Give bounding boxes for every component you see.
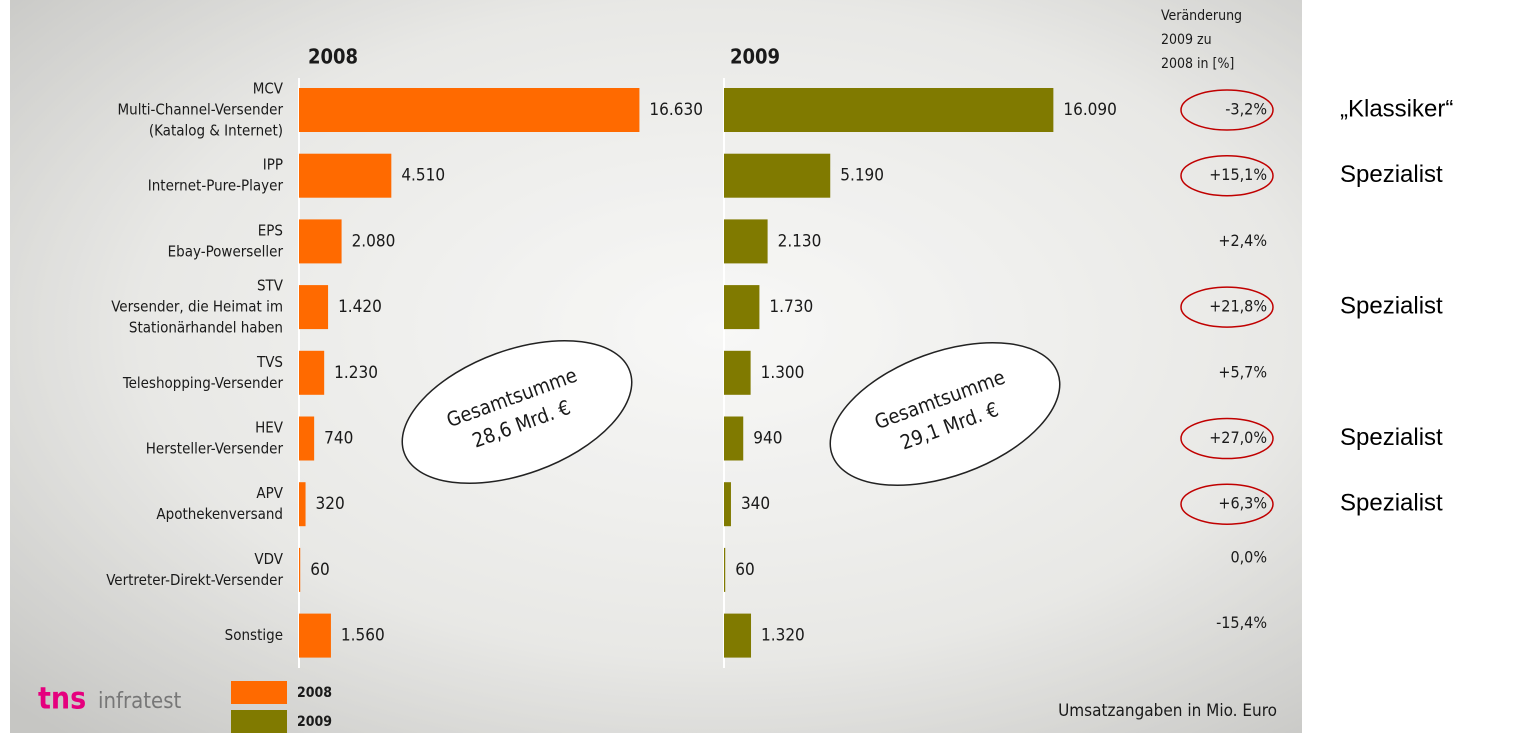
annotation: Spezialist — [1340, 292, 1443, 319]
value-label: 60 — [735, 560, 754, 580]
category-description: Multi-Channel-Versender — [118, 101, 284, 119]
annotation: Spezialist — [1340, 490, 1443, 517]
change-title: Veränderung — [1161, 8, 1242, 24]
legend-label: 2008 — [297, 685, 332, 701]
value-label: 1.300 — [761, 363, 805, 383]
annotation: Spezialist — [1340, 161, 1443, 188]
category-description: Ebay-Powerseller — [168, 242, 284, 260]
category-label: IPP — [263, 156, 283, 174]
change-label: -3,2% — [1225, 100, 1267, 119]
highlight-ellipse — [1180, 417, 1274, 460]
value-label: 60 — [310, 560, 329, 580]
bar — [299, 88, 640, 132]
bar — [299, 613, 331, 658]
change-label: +6,3% — [1218, 494, 1267, 513]
value-label: 5.190 — [840, 166, 884, 186]
value-label: 1.420 — [338, 297, 382, 317]
panel-title: 2009 — [730, 45, 780, 69]
legend-label: 2009 — [297, 714, 332, 730]
value-label: 1.320 — [761, 626, 805, 646]
logo: infratest — [98, 689, 182, 714]
panel-title: 2008 — [308, 45, 358, 69]
highlight-ellipse — [1180, 483, 1274, 525]
bar — [299, 547, 301, 592]
legend-swatch — [231, 710, 287, 733]
value-label: 1.730 — [769, 297, 813, 317]
background — [10, 0, 1302, 733]
value-label: 4.510 — [401, 166, 445, 186]
bar — [724, 350, 751, 395]
change-title: 2009 zu — [1161, 32, 1212, 48]
source-note: Umsatzangaben in Mio. Euro — [1058, 701, 1277, 721]
bar — [724, 547, 726, 592]
highlight-ellipse — [1180, 286, 1274, 328]
bar — [724, 482, 731, 527]
value-label: 940 — [753, 429, 782, 449]
category-description: Teleshopping-Versender — [122, 374, 284, 392]
change-label: +27,0% — [1209, 428, 1267, 447]
category-description: Hersteller-Versender — [146, 440, 284, 458]
category-label: VDV — [254, 550, 283, 568]
change-label: -15,4% — [1216, 613, 1267, 632]
value-label: 16.090 — [1063, 100, 1117, 120]
bar — [724, 153, 831, 198]
category-label: HEV — [255, 419, 284, 437]
total-ellipse — [401, 339, 633, 485]
category-label: APV — [256, 484, 283, 502]
category-label: MCV — [253, 80, 284, 98]
category-description: Apothekenversand — [156, 505, 283, 523]
change-label: +5,7% — [1218, 362, 1267, 381]
category-description: Stationärhandel haben — [129, 319, 283, 337]
change-label: +15,1% — [1209, 165, 1267, 184]
bar — [299, 482, 306, 527]
category-label: EPS — [258, 221, 283, 239]
category-description: (Katalog & Internet) — [149, 122, 283, 140]
change-label: 0,0% — [1230, 547, 1267, 566]
logo: tns — [38, 682, 86, 717]
background-veil — [10, 0, 1302, 733]
category-label: Sonstige — [225, 626, 283, 644]
total-ellipse — [829, 341, 1061, 487]
bar — [724, 285, 760, 330]
category-description: Versender, die Heimat im — [111, 298, 283, 316]
value-label: 1.560 — [341, 626, 385, 646]
change-title: 2008 in [%] — [1161, 56, 1234, 72]
annotation: „Klassiker“ — [1340, 95, 1453, 122]
bar — [299, 153, 392, 198]
bar — [299, 219, 342, 264]
bar — [299, 350, 325, 395]
annotation: Spezialist — [1340, 424, 1443, 451]
value-label: 340 — [741, 494, 770, 514]
bar — [724, 613, 752, 658]
category-label: TVS — [256, 353, 283, 371]
category-label: STV — [257, 277, 284, 295]
value-label: 16.630 — [649, 100, 703, 120]
value-label: 1.230 — [334, 363, 378, 383]
bar — [299, 285, 329, 330]
bar — [724, 88, 1054, 132]
bar — [724, 416, 744, 461]
category-description: Internet-Pure-Player — [148, 177, 284, 195]
bar — [299, 416, 315, 461]
category-description: Vertreter-Direkt-Versender — [106, 571, 283, 589]
value-label: 320 — [316, 494, 345, 514]
change-label: +21,8% — [1209, 297, 1267, 316]
bar — [724, 219, 768, 264]
change-label: +2,4% — [1218, 231, 1267, 250]
legend-swatch — [231, 681, 287, 704]
highlight-ellipse — [1180, 154, 1274, 197]
highlight-ellipse — [1180, 89, 1274, 131]
value-label: 2.080 — [352, 231, 396, 251]
value-label: 2.130 — [778, 231, 822, 251]
value-label: 740 — [324, 429, 353, 449]
